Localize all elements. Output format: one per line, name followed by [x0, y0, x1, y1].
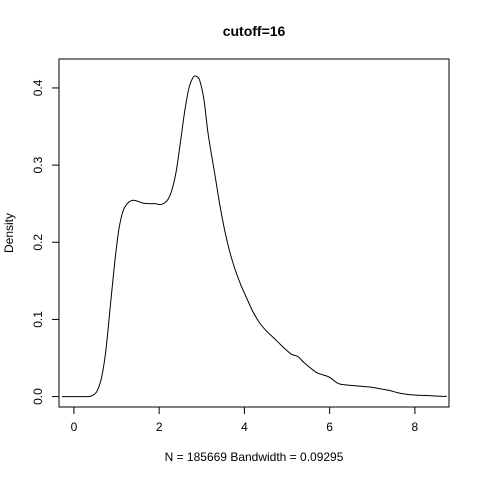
y-tick-label: 0.1 — [31, 311, 45, 328]
chart-title: cutoff=16 — [223, 23, 286, 39]
y-tick-label: 0.3 — [31, 156, 45, 173]
y-tick-label: 0.4 — [31, 79, 45, 96]
y-tick-label: 0.0 — [31, 388, 45, 405]
x-axis: 0 2 4 6 8 — [71, 407, 419, 434]
y-tick-label: 0.2 — [31, 234, 45, 251]
y-axis-label: Density — [2, 213, 16, 253]
x-tick-label: 0 — [71, 420, 78, 434]
density-curve — [62, 76, 447, 397]
x-axis-label: N = 185669 Bandwidth = 0.09295 — [165, 450, 344, 464]
x-tick-label: 2 — [156, 420, 163, 434]
x-tick-label: 6 — [326, 420, 333, 434]
x-tick-label: 8 — [412, 420, 419, 434]
y-axis: 0.0 0.1 0.2 0.3 0.4 — [31, 79, 59, 405]
x-tick-label: 4 — [241, 420, 248, 434]
plot-frame — [59, 59, 449, 407]
